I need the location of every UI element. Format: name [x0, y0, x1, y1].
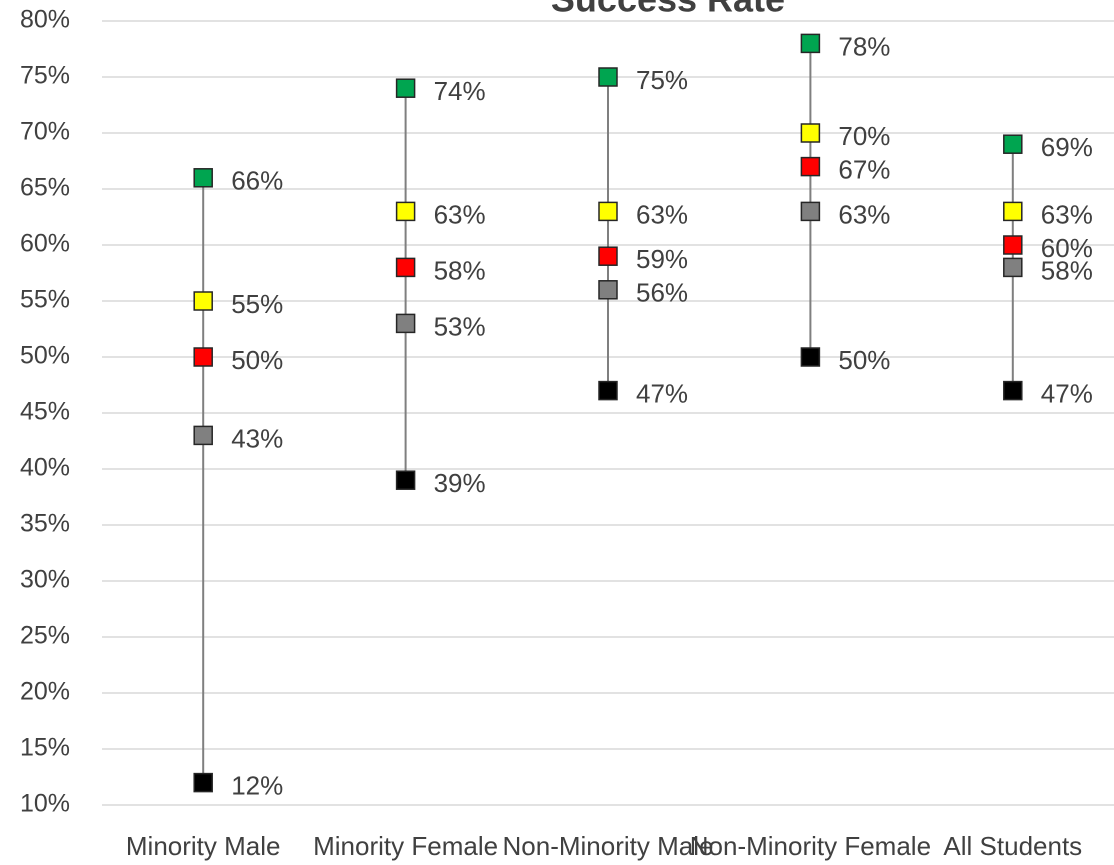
chart-title: Success Rate [551, 0, 785, 20]
y-tick-label: 70% [20, 118, 70, 146]
marker [395, 201, 416, 222]
marker [1003, 235, 1023, 255]
data-label: 63% [636, 199, 688, 229]
data-label: 47% [1041, 378, 1093, 408]
marker [1003, 134, 1023, 154]
y-tick-label: 10% [20, 790, 70, 818]
marker [193, 772, 213, 793]
data-label: 56% [636, 278, 688, 308]
marker [395, 470, 416, 490]
marker [598, 280, 618, 300]
y-tick-label: 15% [20, 734, 70, 762]
y-tick-label: 65% [20, 174, 70, 202]
marker [598, 67, 618, 87]
marker [395, 313, 416, 334]
data-label: 66% [231, 166, 283, 196]
data-label: 47% [636, 378, 688, 408]
x-tick-label: Minority Female [313, 831, 498, 861]
marker [1003, 257, 1023, 278]
y-tick-label: 80% [20, 6, 70, 34]
data-label: 43% [231, 423, 283, 453]
marker [598, 380, 618, 401]
marker [193, 291, 213, 311]
data-label: 53% [434, 311, 486, 341]
data-label: 58% [1041, 255, 1093, 285]
marker [1003, 201, 1023, 222]
data-label: 63% [434, 199, 486, 229]
x-tick-label: Non-Minority Female [690, 831, 931, 861]
y-tick-label: 60% [20, 230, 70, 258]
data-label: 12% [231, 770, 283, 800]
data-label: 58% [434, 255, 486, 285]
y-tick-label: 35% [20, 510, 70, 538]
x-tick-label: All Students [943, 831, 1082, 861]
y-tick-label: 45% [20, 398, 70, 426]
marker [598, 201, 618, 222]
data-label: 78% [838, 31, 890, 61]
marker [1003, 380, 1023, 401]
y-tick-label: 30% [20, 566, 70, 594]
data-label: 39% [434, 468, 486, 498]
y-tick-label: 50% [20, 342, 70, 370]
data-label: 63% [1041, 199, 1093, 229]
data-label: 67% [838, 154, 890, 184]
marker [395, 257, 416, 278]
marker [193, 347, 213, 367]
marker [800, 123, 821, 143]
data-label: 70% [838, 121, 890, 151]
marker [193, 425, 213, 446]
data-label: 74% [434, 76, 486, 106]
data-label: 63% [838, 199, 890, 229]
marker [800, 347, 821, 367]
data-label: 69% [1041, 132, 1093, 162]
y-tick-label: 75% [20, 62, 70, 90]
marker [800, 201, 821, 222]
data-label: 59% [636, 244, 688, 274]
y-tick-label: 40% [20, 454, 70, 482]
x-tick-label: Minority Male [126, 831, 281, 861]
data-label: 60% [1041, 233, 1093, 263]
marker [395, 78, 416, 98]
data-label: 55% [231, 289, 283, 319]
y-tick-label: 25% [20, 622, 70, 650]
data-label: 50% [838, 345, 890, 375]
x-tick-label: Non-Minority Male [503, 831, 714, 861]
marker [598, 246, 618, 266]
data-label: 75% [636, 65, 688, 95]
y-tick-label: 20% [20, 678, 70, 706]
marker [800, 156, 821, 177]
y-tick-label: 55% [20, 286, 70, 314]
marker [800, 33, 821, 54]
data-label: 50% [231, 345, 283, 375]
marker [193, 168, 213, 188]
